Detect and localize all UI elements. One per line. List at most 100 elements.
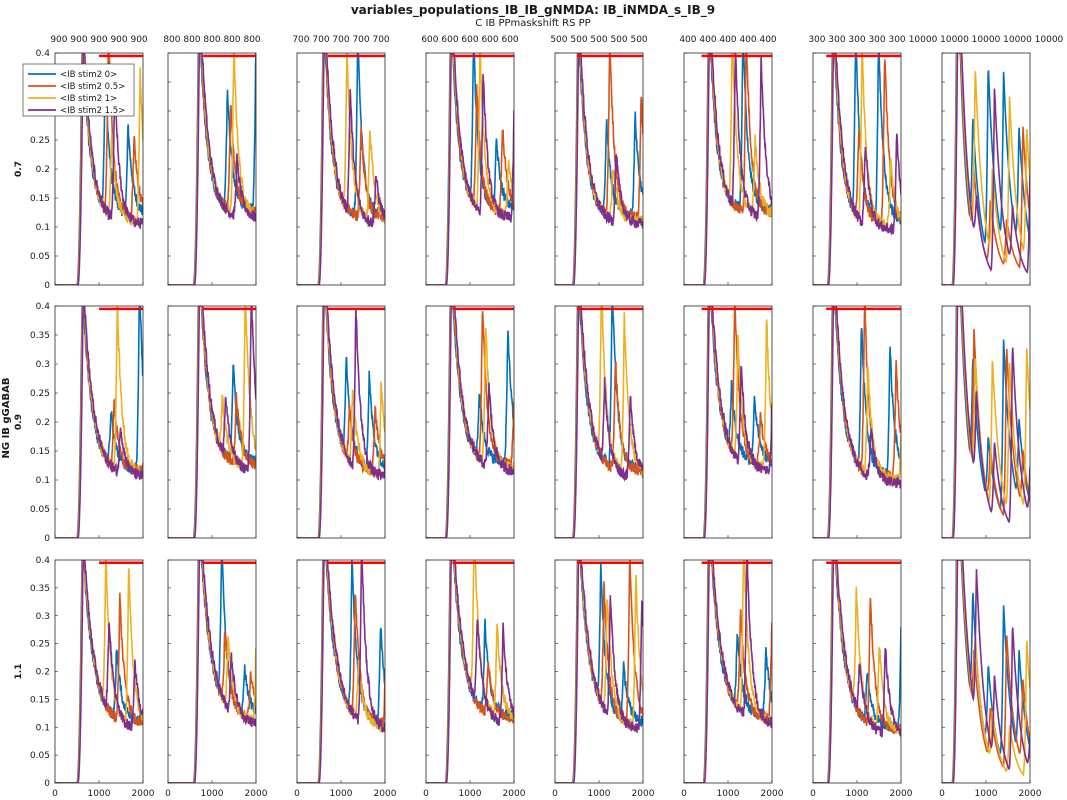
series-line-2 xyxy=(297,306,385,538)
panel-r1-c5: 500 500 500 500 500 xyxy=(550,35,648,286)
series-line-4 xyxy=(55,560,143,783)
panel-r2-c6 xyxy=(683,305,773,539)
series-line-3 xyxy=(168,560,256,783)
series-line-3 xyxy=(813,306,901,538)
axes-box xyxy=(296,305,386,539)
series-line-1 xyxy=(942,560,1030,783)
panel-r1-c8: 10000 10000 10000 10000 10000 xyxy=(909,35,1064,286)
panel-r3-c2: 0 1000 2000 xyxy=(165,559,268,799)
legend-entry: <IB stim2 0.5> xyxy=(60,82,125,92)
panel-r2-c1: 0 0.05 0.1 0.15 0.2 0.25 0.3 0.35 0.4 0.9 xyxy=(14,302,144,544)
series-line-4 xyxy=(168,306,256,538)
axes-box xyxy=(425,305,515,539)
y-tick-label: 0.05 xyxy=(30,751,50,761)
panel-r3-c4: 0 1000 2000 xyxy=(423,559,526,799)
panel-r2-c8 xyxy=(941,305,1031,539)
series-line-1 xyxy=(426,306,514,538)
y-tick-label: 0 xyxy=(44,534,50,544)
series-line-2 xyxy=(555,53,643,285)
panel-r3-c5: 0 1000 2000 xyxy=(552,559,655,799)
series-line-2 xyxy=(426,306,514,538)
series-line-4 xyxy=(168,560,256,783)
axes-box xyxy=(683,559,773,784)
y-tick-label: 0.4 xyxy=(36,556,51,566)
series-line-2 xyxy=(684,560,772,783)
x-tick-label: 2000 xyxy=(503,789,526,799)
series-line-2 xyxy=(426,53,514,285)
series-line-4 xyxy=(684,560,772,783)
axes-box xyxy=(167,559,257,784)
y-tick-label: 0 xyxy=(44,779,50,789)
series-line-4 xyxy=(813,306,901,538)
series-line-4 xyxy=(426,560,514,783)
series-line-3 xyxy=(297,306,385,538)
panel-r1-c4: 600 600 600 600 600 xyxy=(421,35,519,286)
y-tick-label: 0.3 xyxy=(36,612,50,622)
series-line-2 xyxy=(684,306,772,538)
panel-r3-c3: 0 1000 2000 xyxy=(294,559,397,799)
panel-r2-c2 xyxy=(167,305,257,539)
panel-r2-c4 xyxy=(425,305,515,539)
series-line-4 xyxy=(426,53,514,285)
series-line-1 xyxy=(55,53,143,285)
series-line-1 xyxy=(684,560,772,783)
y-tick-label: 0.25 xyxy=(30,136,50,146)
x-tick-label: 0 xyxy=(294,789,300,799)
axes-box xyxy=(296,52,386,286)
panel-r1-c7: 300 300 300 300 300 xyxy=(808,35,906,286)
panel-r1-c3: 700 700 700 700 700 xyxy=(292,35,390,286)
legend-entry: <IB stim2 0> xyxy=(60,70,117,80)
x-tick-label: 1000 xyxy=(330,789,353,799)
series-line-1 xyxy=(684,306,772,538)
series-line-1 xyxy=(297,560,385,783)
panel-r3-c6: 0 1000 2000 xyxy=(681,559,784,799)
y-tick-label: 0.15 xyxy=(30,695,50,705)
series-line-1 xyxy=(168,560,256,783)
series-line-3 xyxy=(55,560,143,783)
series-line-2 xyxy=(813,560,901,783)
x-tick-label: 0 xyxy=(552,789,558,799)
x-tick-label: 1000 xyxy=(975,789,998,799)
axes-box xyxy=(54,305,144,539)
x-tick-label: 2000 xyxy=(632,789,655,799)
y-tick-label: 0.25 xyxy=(30,640,50,650)
column-label: 700 700 700 700 700 xyxy=(292,35,390,45)
series-line-1 xyxy=(555,560,643,783)
y-tick-label: 0.1 xyxy=(36,723,50,733)
series-line-4 xyxy=(555,306,643,538)
series-line-3 xyxy=(426,306,514,538)
panel-r2-c7 xyxy=(812,305,902,539)
series-line-3 xyxy=(684,560,772,783)
series-line-1 xyxy=(297,306,385,538)
y-tick-label: 0.2 xyxy=(36,668,50,678)
row-axis-label: NG IB gGABAB xyxy=(1,378,12,459)
x-tick-label: 2000 xyxy=(761,789,784,799)
series-line-1 xyxy=(55,306,143,538)
x-tick-label: 1000 xyxy=(717,789,740,799)
series-line-4 xyxy=(55,306,143,538)
x-tick-label: 1000 xyxy=(846,789,869,799)
x-tick-label: 0 xyxy=(423,789,429,799)
column-label: 900 900 900 900 900 xyxy=(50,35,148,45)
panel-r2-c5 xyxy=(554,305,644,539)
chart-subtitle: C IB PPmaskshift RS PP xyxy=(475,18,590,29)
y-tick-label: 0.2 xyxy=(36,165,50,175)
series-line-1 xyxy=(297,53,385,285)
legend-box xyxy=(22,63,135,117)
row-label: 1.1 xyxy=(14,664,24,680)
y-tick-label: 0.25 xyxy=(30,389,50,399)
series-line-3 xyxy=(297,53,385,285)
y-tick-label: 0.05 xyxy=(30,252,50,262)
series-line-1 xyxy=(813,306,901,538)
column-label: 10000 10000 10000 10000 10000 xyxy=(909,35,1064,45)
series-line-4 xyxy=(555,53,643,285)
y-tick-label: 0.1 xyxy=(36,223,50,233)
series-line-2 xyxy=(813,306,901,538)
series-line-1 xyxy=(168,53,256,285)
series-line-2 xyxy=(168,306,256,538)
series-line-4 xyxy=(813,560,901,783)
series-line-4 xyxy=(297,53,385,285)
y-tick-label: 0.4 xyxy=(36,302,51,312)
series-line-4 xyxy=(813,53,901,285)
